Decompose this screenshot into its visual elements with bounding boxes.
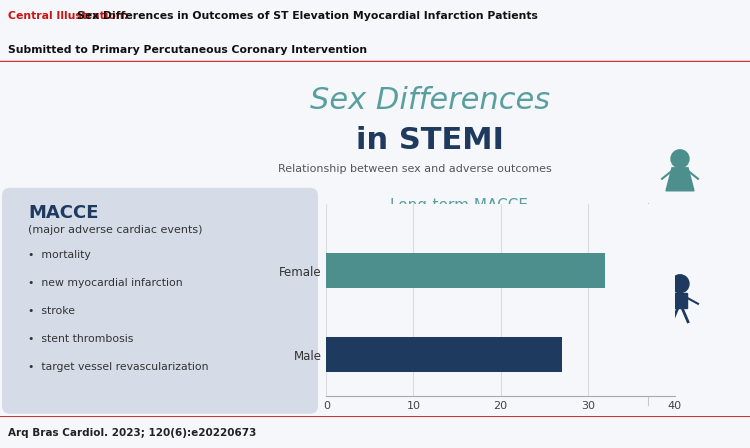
Text: (major adverse cardiac events): (major adverse cardiac events) bbox=[28, 225, 202, 235]
Text: Arq Bras Cardiol. 2023; 120(6):e20220673: Arq Bras Cardiol. 2023; 120(6):e20220673 bbox=[8, 427, 256, 438]
Polygon shape bbox=[666, 168, 694, 191]
Text: •  mortality: • mortality bbox=[28, 250, 91, 260]
Text: Sex Differences in Outcomes of ST Elevation Myocardial Infarction Patients: Sex Differences in Outcomes of ST Elevat… bbox=[77, 11, 538, 21]
Text: •  target vessel revascularization: • target vessel revascularization bbox=[28, 362, 209, 372]
Text: Long-term MACCE: Long-term MACCE bbox=[390, 198, 528, 213]
Text: in STEMI: in STEMI bbox=[356, 126, 504, 155]
Text: Sex Differences: Sex Differences bbox=[310, 86, 550, 115]
Circle shape bbox=[671, 275, 689, 293]
Text: (p = 0.36): (p = 0.36) bbox=[348, 219, 405, 229]
Text: MACCE: MACCE bbox=[28, 204, 98, 222]
Bar bbox=[326, 253, 605, 289]
Text: •  new myocardial infarction: • new myocardial infarction bbox=[28, 278, 183, 288]
Text: •  stroke: • stroke bbox=[28, 306, 75, 316]
Text: Central Illustration:: Central Illustration: bbox=[8, 11, 128, 21]
Text: Relationship between sex and adverse outcomes: Relationship between sex and adverse out… bbox=[278, 164, 552, 174]
Polygon shape bbox=[673, 293, 687, 308]
FancyBboxPatch shape bbox=[2, 188, 318, 414]
Circle shape bbox=[671, 150, 689, 168]
Bar bbox=[326, 337, 562, 372]
Text: Submitted to Primary Percutaneous Coronary Intervention: Submitted to Primary Percutaneous Corona… bbox=[8, 44, 367, 55]
Text: •  stent thrombosis: • stent thrombosis bbox=[28, 334, 134, 344]
